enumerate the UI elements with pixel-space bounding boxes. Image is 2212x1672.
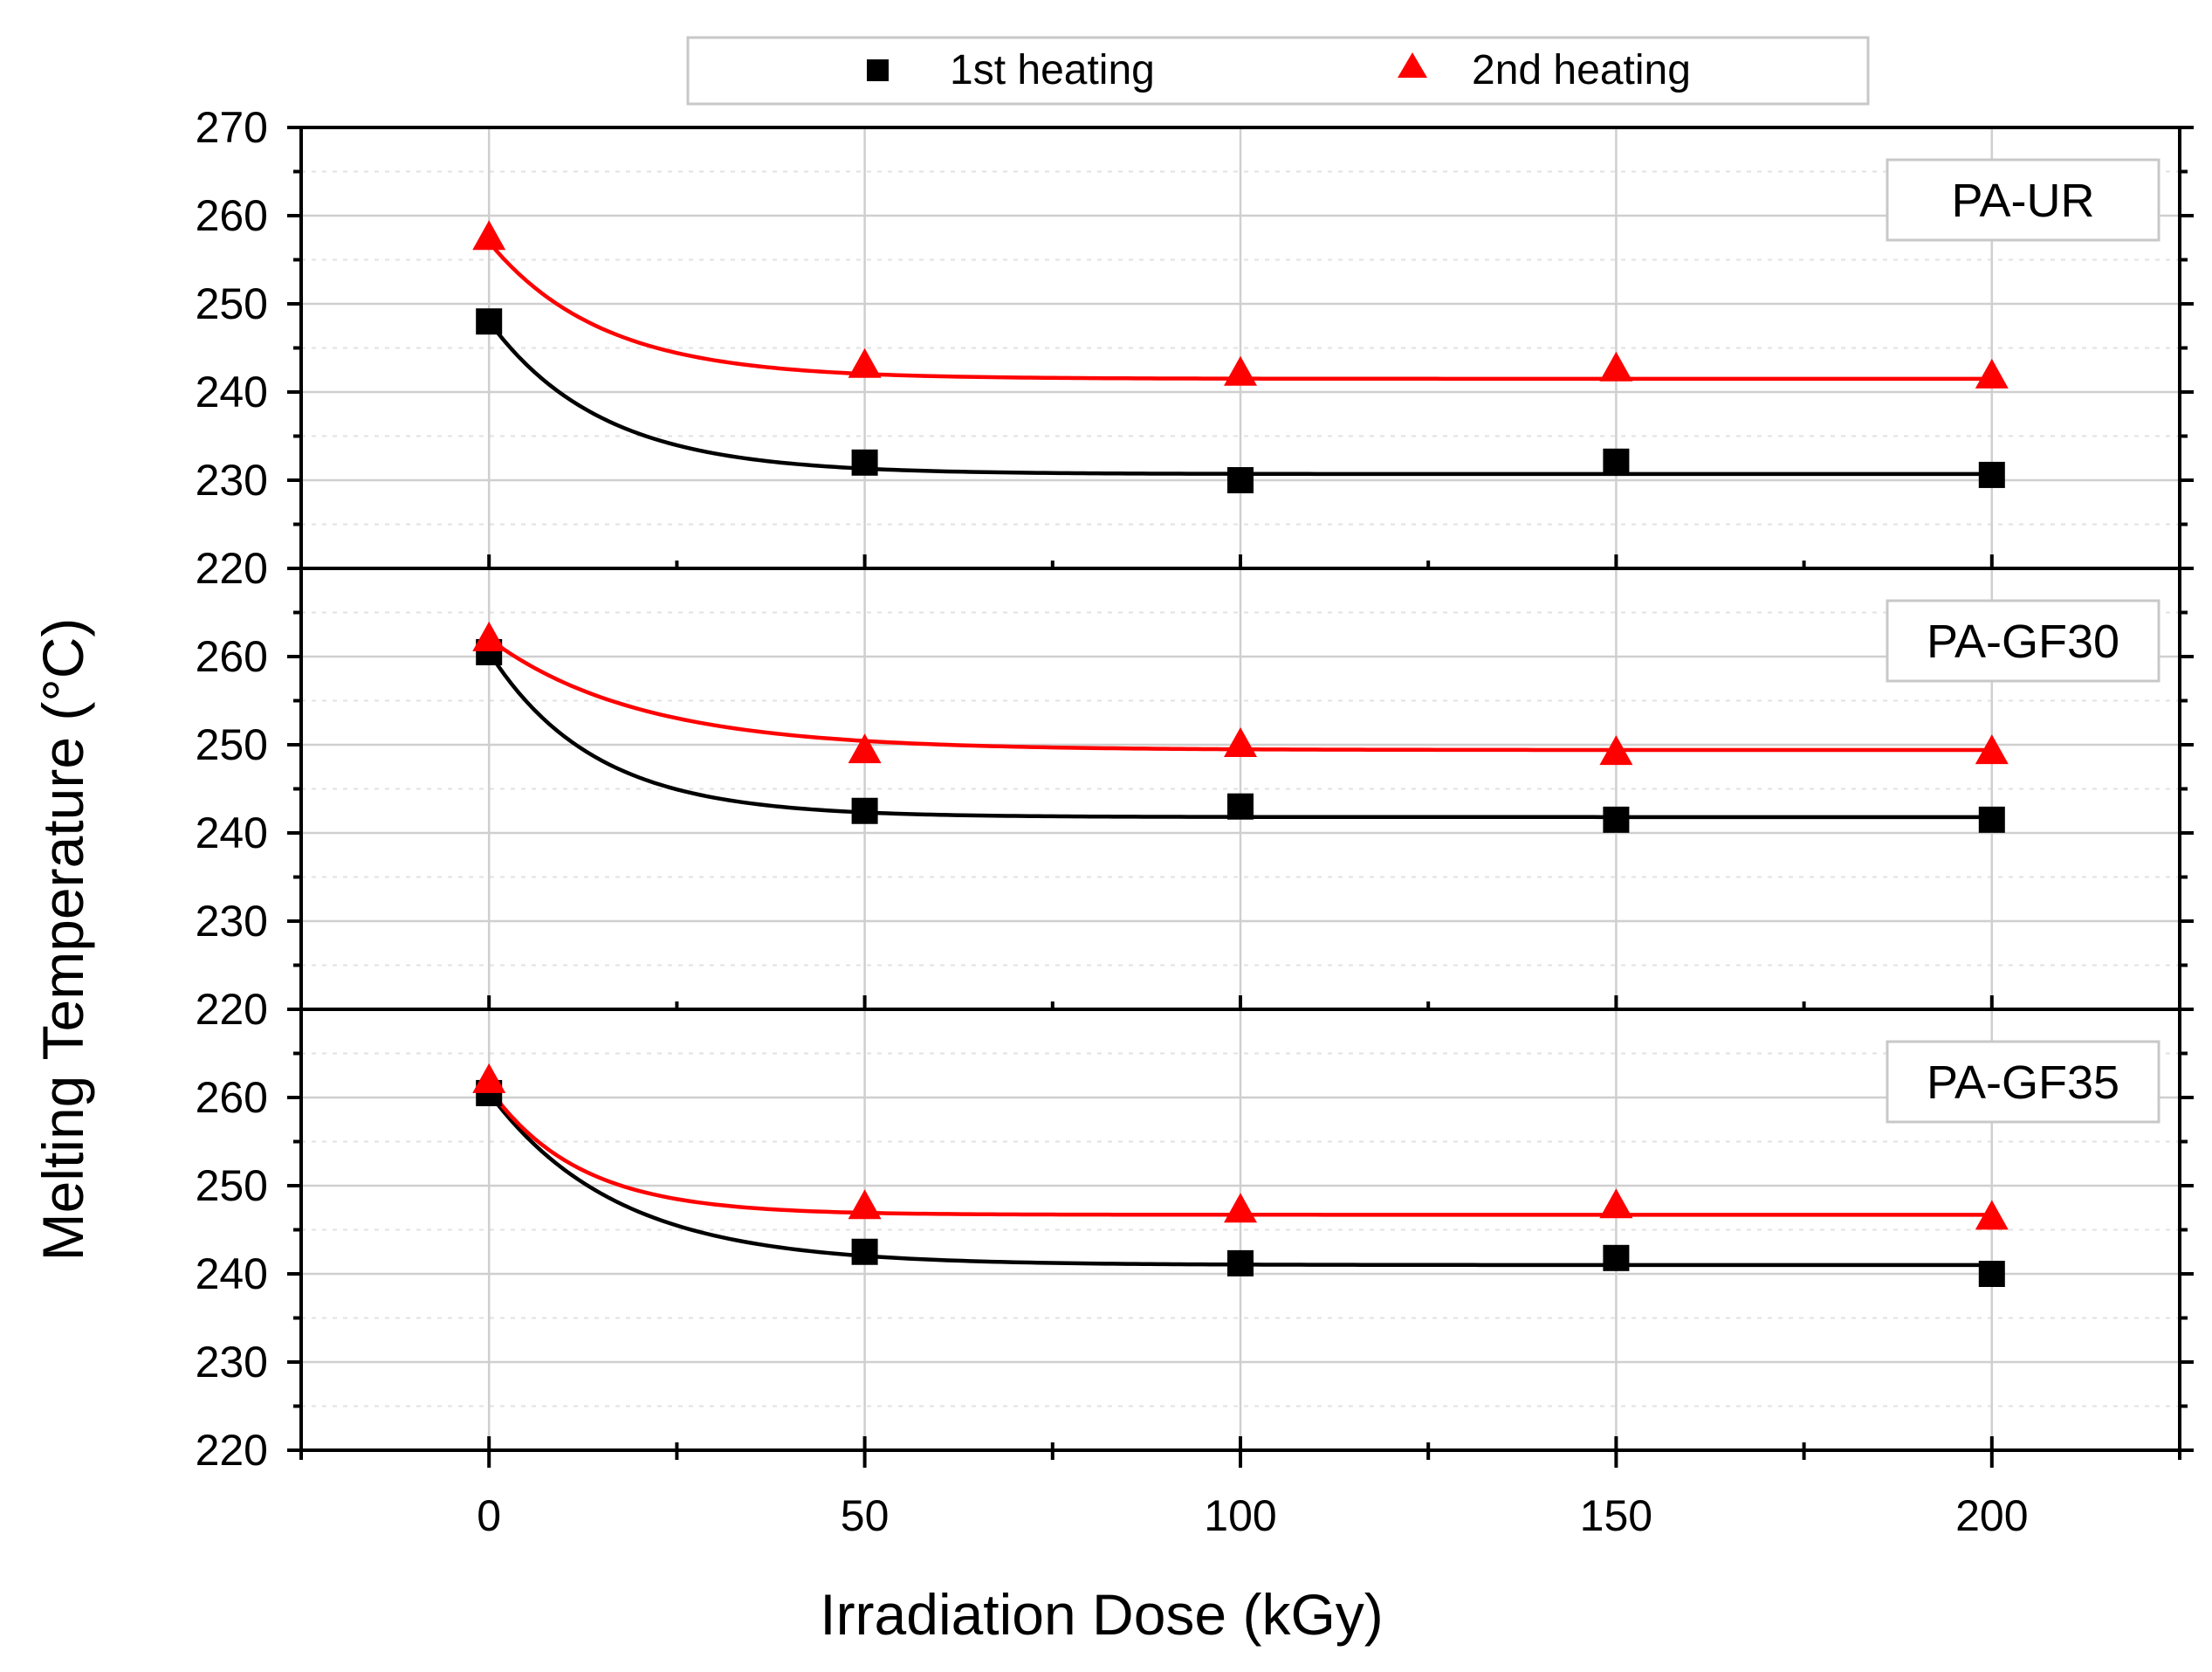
- panel-pa-ur: 220 230 240 250 260 270 PA-UR: [196, 103, 2194, 593]
- data-point-square: [1603, 448, 1630, 475]
- data-point-square: [851, 1238, 878, 1265]
- data-point-triangle: [1599, 735, 1633, 766]
- panel-label-box: [1886, 158, 2160, 242]
- data-point-square: [851, 449, 878, 476]
- x-tick-label: 0: [477, 1491, 501, 1540]
- panels: 220 230 240 250 260 270 PA-UR 220 230 240 250 260 PA…: [196, 103, 2194, 1540]
- x-tick-label: 100: [1204, 1491, 1276, 1540]
- panel-pa-gf30: 220 230 240 250 260 PA-GF30: [196, 567, 2194, 1034]
- legend: 1st heating 2nd heating: [686, 36, 1870, 106]
- data-point-square: [1978, 1261, 2005, 1287]
- data-point-square: [1227, 1249, 1254, 1276]
- data-point-triangle: [1599, 351, 1633, 382]
- data-point-triangle: [1975, 734, 2009, 765]
- data-point-triangle: [1224, 1193, 1257, 1223]
- panel-pa-gf35: 220 230 240 250 260 PA-GF35: [196, 1008, 2194, 1475]
- panel-label-box: [1886, 1040, 2160, 1124]
- y-tick-label: 240: [196, 368, 268, 416]
- y-tick-label: 260: [196, 632, 268, 681]
- x-tick-label: 50: [841, 1491, 890, 1540]
- data-point-triangle: [472, 1063, 506, 1093]
- data-point-triangle: [1224, 727, 1257, 758]
- y-tick-label: 230: [196, 1338, 268, 1386]
- legend-marker-square-icon: [867, 59, 889, 81]
- x-axis-title: Irradiation Dose (kGy): [820, 1582, 1384, 1647]
- data-point-triangle: [472, 220, 506, 251]
- y-tick-label: 250: [196, 279, 268, 328]
- y-tick-label: 230: [196, 897, 268, 946]
- y-tick-label: 250: [196, 1161, 268, 1210]
- legend-label-1st-heating: 1st heating: [950, 47, 1155, 93]
- y-tick-label: 250: [196, 720, 268, 769]
- panel-label: PA-GF35: [1927, 1056, 2119, 1109]
- data-point-triangle: [848, 733, 882, 764]
- data-point-square: [476, 308, 503, 335]
- y-axis-title: Melting Temperature (°C): [31, 618, 95, 1262]
- data-point-square: [851, 797, 878, 824]
- data-point-square: [1227, 793, 1254, 820]
- panel-label: PA-GF30: [1927, 616, 2119, 668]
- data-point-triangle: [848, 347, 882, 378]
- y-tick-label: 240: [196, 1249, 268, 1298]
- data-point-triangle: [1599, 1188, 1633, 1219]
- y-tick-label: 220: [196, 985, 268, 1034]
- x-axis: 0 50 100 150 200: [299, 1450, 2181, 1540]
- legend-marker-triangle-icon: [1398, 52, 1427, 78]
- y-tick-label: 230: [196, 456, 268, 505]
- data-point-square: [1603, 806, 1630, 833]
- data-point-triangle: [1224, 355, 1257, 386]
- data-point-triangle: [472, 621, 506, 651]
- x-tick-label: 150: [1580, 1491, 1652, 1540]
- data-point-square: [1603, 1244, 1630, 1271]
- data-point-square: [1978, 461, 2005, 488]
- data-point-square: [1227, 467, 1254, 493]
- y-tick-label: 220: [196, 544, 268, 593]
- y-tick-label: 260: [196, 1073, 268, 1122]
- panel-label: PA-UR: [1951, 175, 2094, 227]
- data-point-triangle: [848, 1189, 882, 1220]
- legend-label-2nd-heating: 2nd heating: [1472, 47, 1691, 93]
- panel-label-box: [1886, 599, 2160, 683]
- y-tick-label: 270: [196, 103, 268, 152]
- legend-box: [686, 36, 1870, 106]
- y-tick-label: 260: [196, 191, 268, 240]
- data-point-triangle: [1975, 358, 2009, 389]
- y-tick-label: 220: [196, 1426, 268, 1475]
- data-point-square: [1978, 806, 2005, 833]
- x-tick-label: 200: [1955, 1491, 2028, 1540]
- data-point-triangle: [1975, 1200, 2009, 1230]
- y-tick-label: 240: [196, 808, 268, 857]
